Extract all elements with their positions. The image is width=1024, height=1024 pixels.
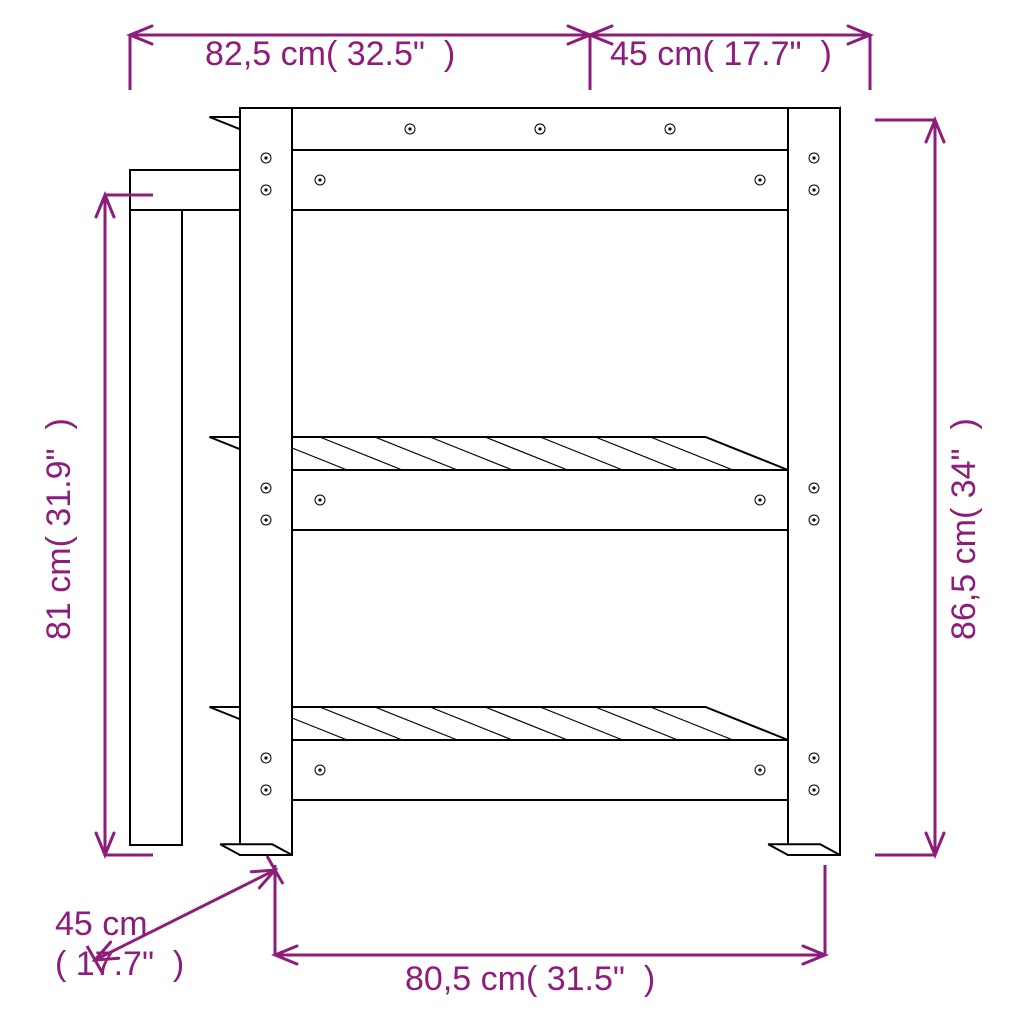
dimension-label: ( 17.7" ) — [55, 945, 184, 983]
dimension-label: 45 cm( 17.7" ) — [610, 35, 832, 73]
dimension-label: 45 cm — [55, 905, 148, 943]
dimension-label: 80,5 cm( 31.5" ) — [405, 960, 655, 998]
dimension-label: 86,5 cm( 34" ) — [945, 418, 983, 640]
dimension-label: 81 cm( 31.9" ) — [40, 418, 78, 640]
furniture-drawing — [130, 108, 840, 855]
dimension-label: 82,5 cm( 32.5" ) — [205, 35, 455, 73]
